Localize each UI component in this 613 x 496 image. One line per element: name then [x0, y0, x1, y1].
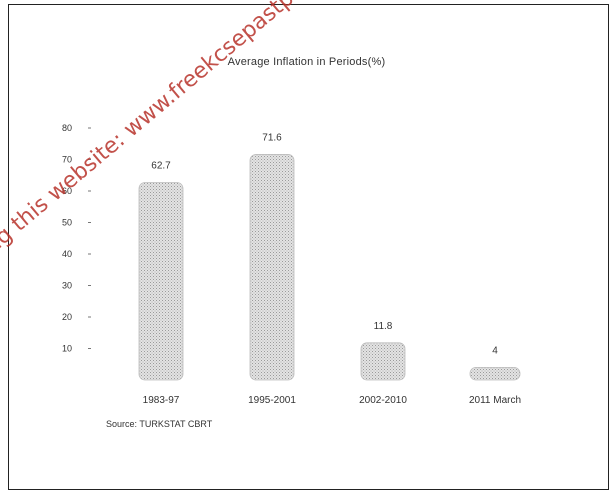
bars-group: 62.7 71.6 11.8 4 — [138, 132, 521, 381]
chart-title: Average Inflation in Periods(%) — [227, 56, 386, 68]
y-tick-label: 10 — [62, 344, 72, 354]
category-label: 1983-97 — [143, 395, 180, 406]
category-label: 2011 March — [469, 395, 521, 406]
category-label: 2002-2010 — [359, 395, 407, 406]
source-note: Source: TURKSTAT CBRT — [106, 419, 213, 429]
category-label: 1995-2001 — [248, 395, 296, 406]
y-tick-label: 70 — [62, 155, 72, 165]
y-tick-label: 40 — [62, 249, 72, 259]
bar — [138, 182, 184, 381]
category-labels: 1983-97 1995-2001 2002-2010 2011 March — [143, 395, 521, 406]
bar — [469, 366, 521, 381]
data-label: 11.8 — [374, 321, 393, 332]
y-tick-label: 50 — [62, 218, 72, 228]
y-tick-label: 30 — [62, 281, 72, 291]
y-tick-label: 20 — [62, 312, 72, 322]
y-tick-label: 60 — [62, 186, 72, 196]
y-tick-label: 80 — [62, 123, 72, 133]
chart-frame — [8, 4, 609, 490]
data-label: 62.7 — [151, 160, 171, 171]
y-axis: 10 20 30 40 50 60 70 80 — [62, 123, 91, 354]
data-label: 71.6 — [262, 132, 282, 143]
bar — [360, 342, 406, 381]
bar — [249, 154, 295, 381]
data-label: 4 — [492, 345, 498, 356]
